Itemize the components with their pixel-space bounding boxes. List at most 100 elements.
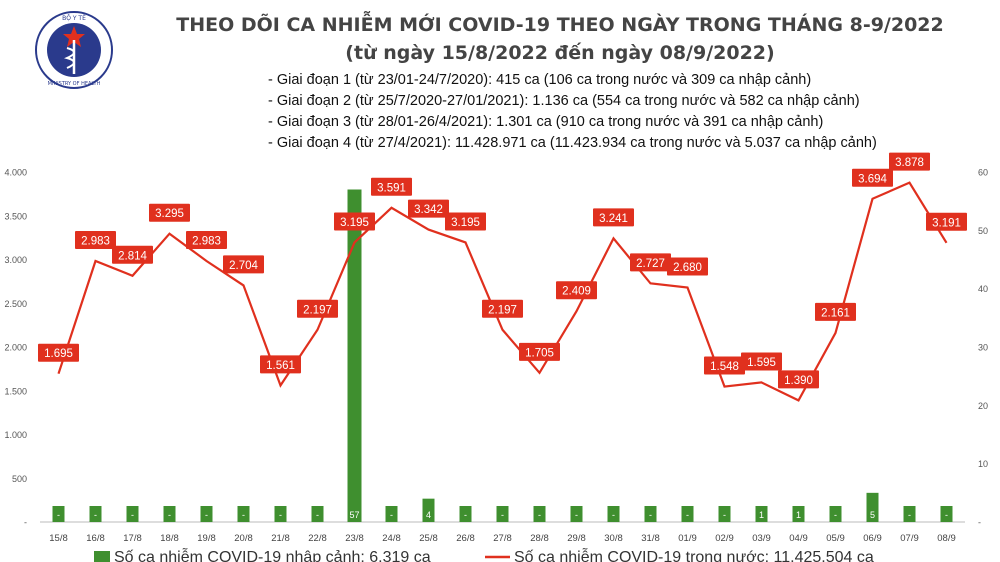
- x-tick-label: 25/8: [419, 533, 438, 544]
- bar: [866, 492, 879, 522]
- line-data-label: 1.705: [525, 347, 554, 359]
- x-tick-label: 16/8: [86, 533, 105, 544]
- bar-data-label: -: [834, 510, 837, 520]
- line-data-label-box: [38, 343, 79, 362]
- y-right-tick-label: 60: [978, 168, 988, 178]
- x-tick-label: 23/8: [345, 533, 364, 544]
- stage-note-3: - Giai đoạn 3 (từ 28/01-26/4/2021): 1.30…: [268, 114, 824, 130]
- line-data-label-box: [667, 257, 708, 276]
- bar: [644, 506, 657, 522]
- y-left-tick-label: 2.500: [4, 299, 27, 309]
- line-data-label-box: [630, 253, 671, 272]
- bar: [681, 506, 694, 522]
- page-title: THEO DÕI CA NHIỄM MỚI COVID-19 THEO NGÀY…: [176, 14, 944, 36]
- bar-data-label: 1: [796, 510, 801, 520]
- x-tick-label: 02/9: [715, 533, 734, 544]
- bar: [422, 498, 435, 522]
- ministry-logo: BỘ Y TẾ MINISTRY OF HEALTH: [34, 10, 114, 95]
- bar: [829, 506, 842, 522]
- logo-bottom-text: MINISTRY OF HEALTH: [48, 81, 101, 87]
- line-data-label-box: [889, 152, 930, 171]
- y-left-tick-label: 2.000: [4, 343, 27, 353]
- line-data-label-box: [482, 299, 523, 318]
- logo-top-text: BỘ Y TẾ: [62, 14, 86, 22]
- line-data-label-box: [852, 168, 893, 187]
- bar: [570, 506, 583, 522]
- bar-data-label: 1: [759, 510, 764, 520]
- x-tick-label: 26/8: [456, 533, 475, 544]
- y-right-tick-label: 40: [978, 284, 988, 294]
- bar-data-label: 5: [870, 510, 875, 520]
- line-data-label: 3.591: [377, 182, 406, 194]
- y-right-tick-label: 30: [978, 343, 988, 353]
- x-tick-label: 19/8: [197, 533, 216, 544]
- bar: [89, 506, 102, 522]
- bar: [237, 506, 250, 522]
- caduceus-icon: [64, 40, 76, 74]
- x-tick-label: 30/8: [604, 533, 623, 544]
- bar-data-label: 57: [349, 510, 359, 520]
- bar-data-label: -: [612, 510, 615, 520]
- line-data-label: 3.342: [414, 204, 443, 216]
- x-tick-label: 08/9: [937, 533, 956, 544]
- line-data-label: 3.241: [599, 213, 628, 225]
- line-data-label: 2.983: [192, 235, 221, 247]
- line-data-label-box: [445, 212, 486, 231]
- line-series-domestic: [57, 181, 948, 402]
- line-data-label-box: [334, 212, 375, 231]
- bar: [385, 506, 398, 522]
- y-right-tick-label: 20: [978, 401, 988, 411]
- line-data-label-box: [519, 342, 560, 361]
- bar-data-label: -: [131, 510, 134, 520]
- line-data-label: 1.695: [44, 348, 73, 360]
- x-tick-label: 29/8: [567, 533, 586, 544]
- bar-data-label: -: [575, 510, 578, 520]
- bar: [52, 506, 65, 522]
- x-tick-label: 06/9: [863, 533, 882, 544]
- bar-data-label: -: [945, 510, 948, 520]
- x-tick-label: 24/8: [382, 533, 401, 544]
- bar-data-label: 4: [426, 510, 431, 520]
- stage-note-2: - Giai đoạn 2 (từ 25/7/2020-27/01/2021):…: [268, 93, 860, 109]
- bar-data-label: -: [316, 510, 319, 520]
- line-data-label: 2.680: [673, 262, 702, 274]
- y-left-tick-label: 1.500: [4, 386, 27, 396]
- line-data-label: 3.295: [155, 208, 184, 220]
- line-data-label-box: [556, 281, 597, 300]
- line-data-label-box: [815, 302, 856, 321]
- bar: [792, 506, 805, 522]
- y-left-tick-label: 1.000: [4, 430, 27, 440]
- page-subtitle: (từ ngày 15/8/2022 đến ngày 08/9/2022): [345, 42, 775, 64]
- line-data-label: 2.197: [488, 304, 517, 316]
- line-data-label: 2.704: [229, 260, 258, 272]
- bar-data-label: -: [390, 510, 393, 520]
- line-data-label-box: [593, 208, 634, 227]
- bar-data-label: -: [242, 510, 245, 520]
- x-tick-label: 15/8: [49, 533, 68, 544]
- line-data-label: 1.390: [784, 375, 813, 387]
- bar: [347, 189, 362, 522]
- line-data-label: 1.595: [747, 357, 776, 369]
- line-data-label: 1.548: [710, 361, 739, 373]
- line-data-label-box: [149, 203, 190, 222]
- y-left-tick-label: 3.000: [4, 255, 27, 265]
- y-left-tick-label: 500: [12, 474, 27, 484]
- bar: [533, 506, 546, 522]
- x-tick-label: 03/9: [752, 533, 771, 544]
- line-data-label-box: [926, 212, 967, 231]
- bar-data-label: -: [168, 510, 171, 520]
- bar: [200, 506, 213, 522]
- bar-data-label: -: [57, 510, 60, 520]
- line-data-label-box: [112, 245, 153, 264]
- bar: [496, 506, 509, 522]
- bar-data-label: -: [279, 510, 282, 520]
- y-left-tick-label: -: [24, 518, 27, 528]
- line-data-label: 2.814: [118, 250, 147, 262]
- line-data-label-box: [186, 230, 227, 249]
- y-right-tick-label: 10: [978, 459, 988, 469]
- bar-data-label: -: [649, 510, 652, 520]
- bar-data-label: -: [464, 510, 467, 520]
- line-data-label-box: [704, 356, 745, 375]
- line-data-label-box: [741, 352, 782, 371]
